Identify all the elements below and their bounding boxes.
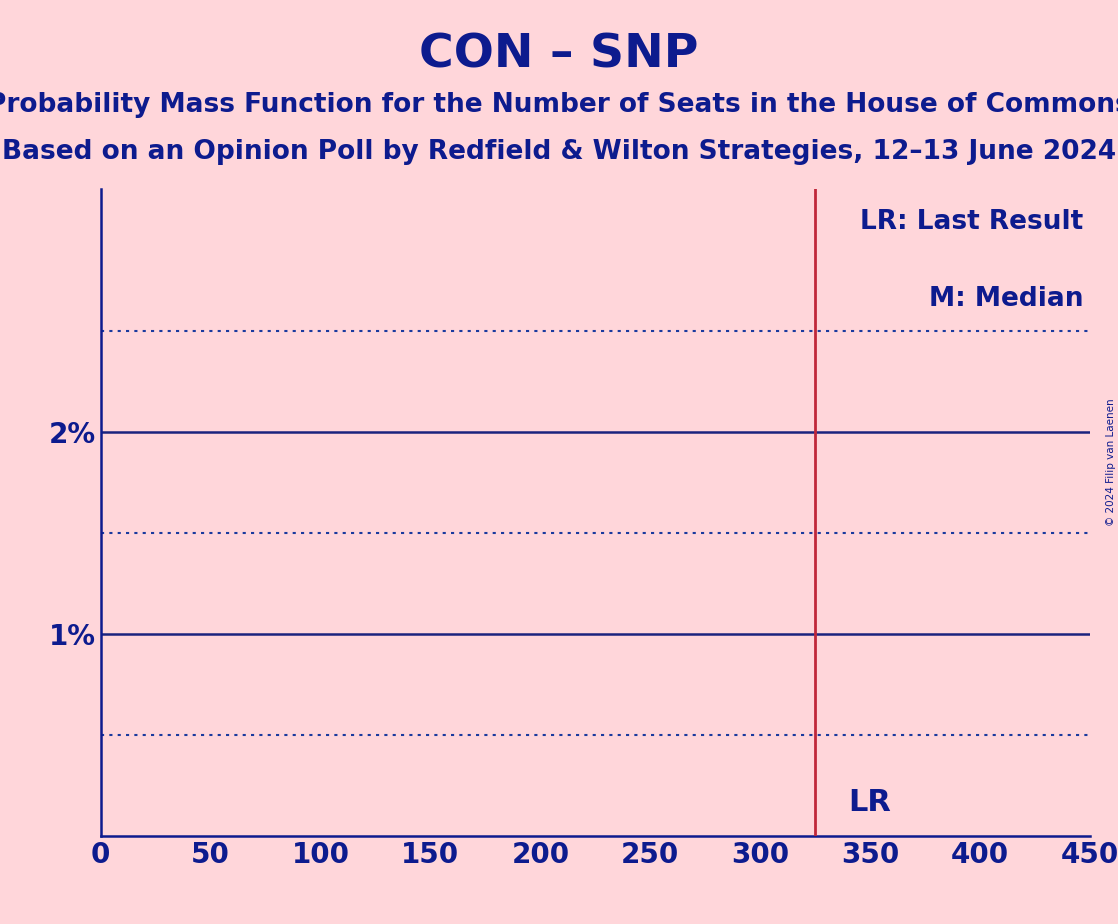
Text: Probability Mass Function for the Number of Seats in the House of Commons: Probability Mass Function for the Number… — [0, 92, 1118, 118]
Text: CON – SNP: CON – SNP — [419, 32, 699, 78]
Text: M: Median: M: Median — [929, 286, 1083, 312]
Text: Based on an Opinion Poll by Redfield & Wilton Strategies, 12–13 June 2024: Based on an Opinion Poll by Redfield & W… — [2, 139, 1116, 164]
Text: LR: Last Result: LR: Last Result — [860, 209, 1083, 235]
Text: LR: LR — [849, 788, 891, 817]
Text: © 2024 Filip van Laenen: © 2024 Filip van Laenen — [1106, 398, 1116, 526]
